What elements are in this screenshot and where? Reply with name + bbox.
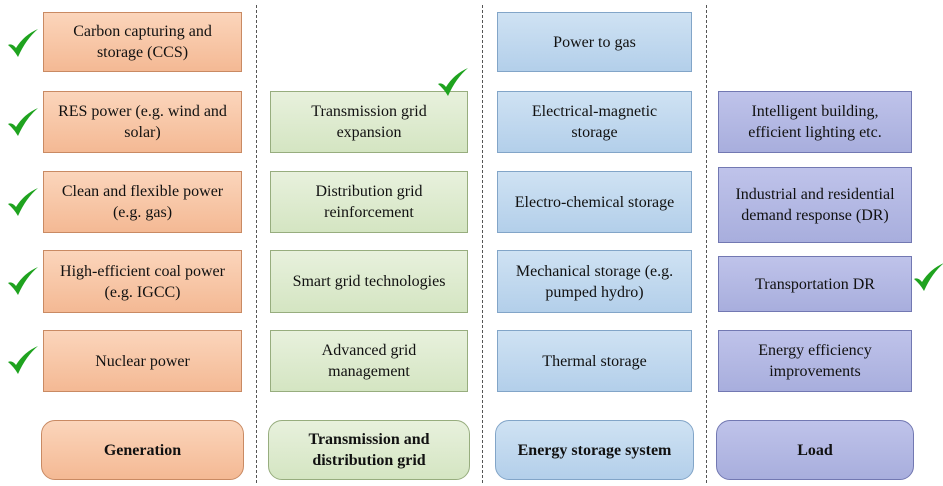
- item-box: Clean and flexible power (e.g. gas): [43, 171, 242, 233]
- separator: [706, 5, 707, 483]
- item-box: Smart grid technologies: [270, 250, 468, 313]
- separator: [256, 5, 257, 483]
- item-box: Carbon capturing and storage (CCS): [43, 12, 242, 72]
- item-box: Industrial and residential demand respon…: [718, 167, 912, 243]
- check-mark: [8, 267, 38, 295]
- check-mark: [8, 346, 38, 374]
- item-box: High-efficient coal power (e.g. IGCC): [43, 250, 242, 313]
- item-box: Power to gas: [497, 12, 692, 72]
- check-mark: [438, 68, 468, 96]
- item-box: Mechanical storage (e.g. pumped hydro): [497, 250, 692, 313]
- check-mark: [8, 108, 38, 136]
- item-box: Intelligent building, efficient lighting…: [718, 91, 912, 153]
- item-box: Transmission grid expansion: [270, 91, 468, 153]
- item-box: Energy efficiency improvements: [718, 330, 912, 392]
- column-label: Generation: [41, 420, 244, 480]
- column-label: Energy storage system: [495, 420, 694, 480]
- item-box: RES power (e.g. wind and solar): [43, 91, 242, 153]
- column-label: Transmission and distribution grid: [268, 420, 470, 480]
- item-box: Electrical-magnetic storage: [497, 91, 692, 153]
- item-box: Electro-chemical storage: [497, 171, 692, 233]
- item-box: Transportation DR: [718, 256, 912, 312]
- check-mark: [8, 188, 38, 216]
- separator: [482, 5, 483, 483]
- item-box: Distribution grid reinforcement: [270, 171, 468, 233]
- item-box: Thermal storage: [497, 330, 692, 392]
- check-mark: [8, 29, 38, 57]
- item-box: Advanced grid management: [270, 330, 468, 392]
- column-label: Load: [716, 420, 914, 480]
- check-mark: [914, 263, 943, 291]
- item-box: Nuclear power: [43, 330, 242, 392]
